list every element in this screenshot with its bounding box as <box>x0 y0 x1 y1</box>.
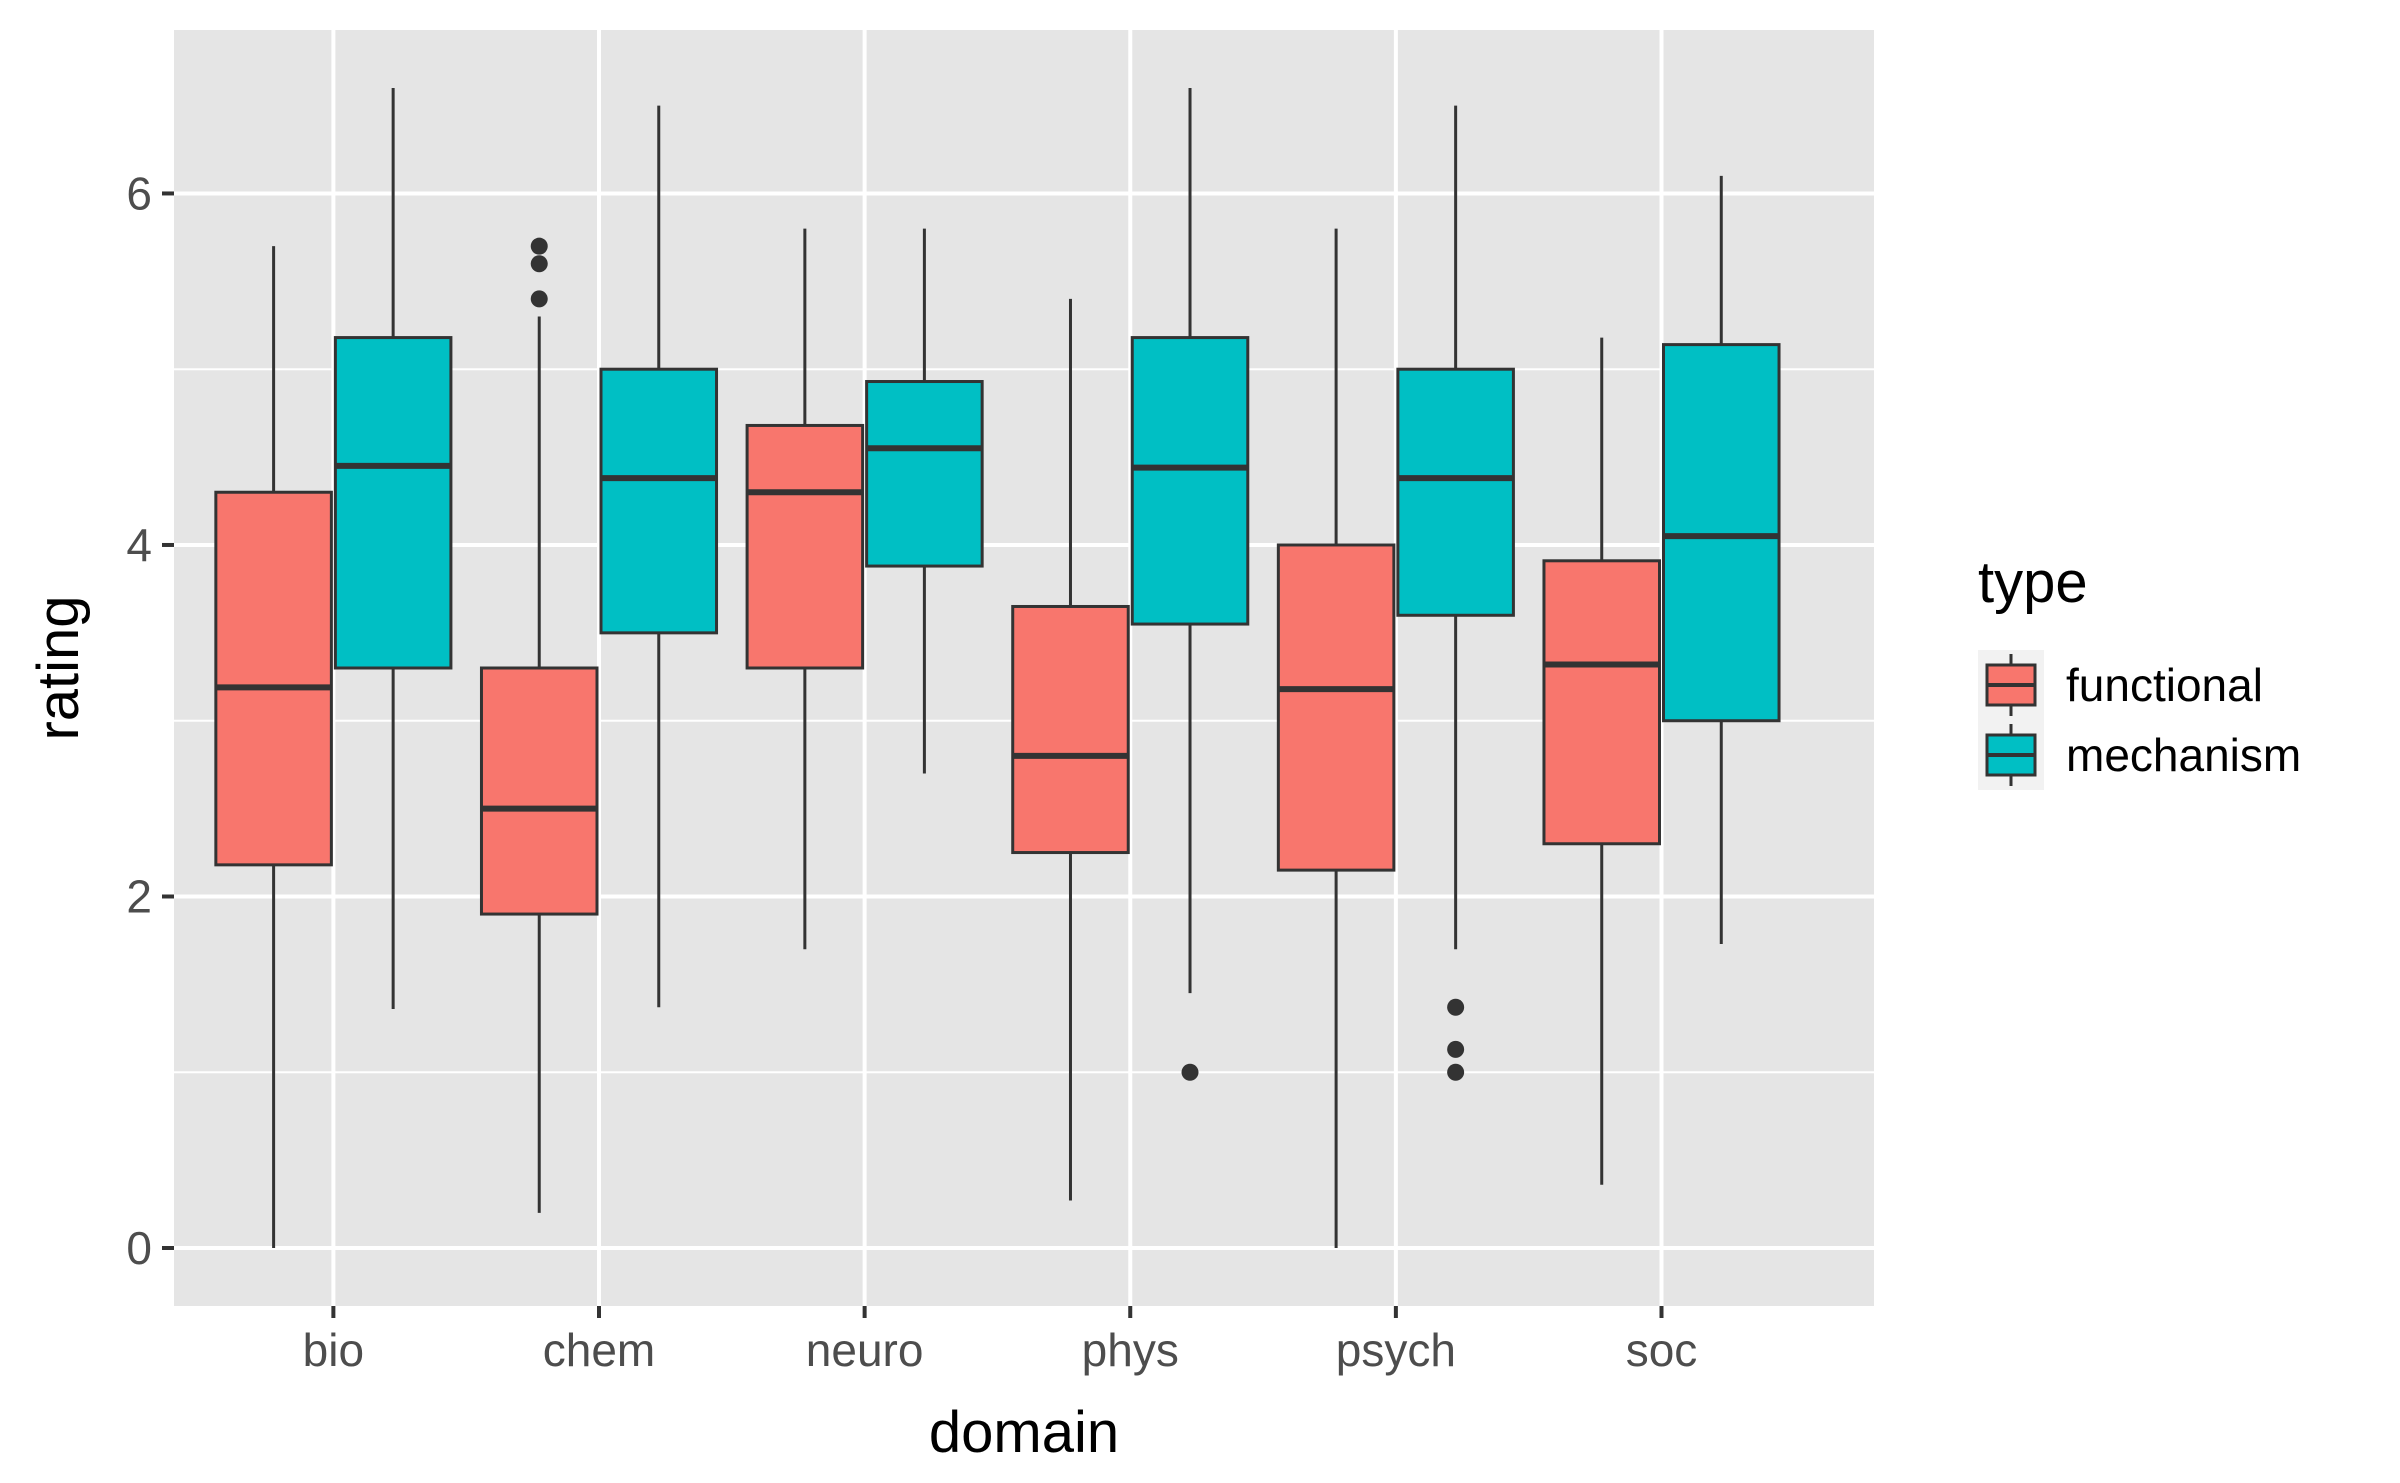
box-functional-psych <box>1276 228 1396 1248</box>
x-tick-label: phys <box>1082 1324 1179 1376</box>
box-iqr <box>479 666 599 916</box>
legend-item-mechanism: mechanism <box>1978 720 2301 790</box>
x-tick-label: neuro <box>806 1324 924 1376</box>
x-tick-label: chem <box>543 1324 655 1376</box>
x-axis-title: domain <box>929 1400 1119 1465</box>
box-iqr <box>599 367 719 635</box>
y-tick-label: 4 <box>126 519 152 571</box>
outlier-point <box>1181 1063 1199 1081</box>
outlier-point <box>530 290 548 308</box>
box-mechanism-bio <box>333 88 453 1009</box>
box-iqr <box>745 423 865 670</box>
legend-label: functional <box>2066 659 2263 711</box>
box-series <box>214 88 1781 1248</box>
legend-item-functional: functional <box>1978 650 2263 720</box>
legend-label: mechanism <box>2066 729 2301 781</box>
box-iqr <box>1011 604 1130 855</box>
box-mechanism-neuro <box>865 228 984 774</box>
x-tick-label: bio <box>303 1324 364 1376</box>
box-iqr <box>1130 336 1250 626</box>
box-iqr <box>1396 367 1515 617</box>
box-mechanism-soc <box>1662 175 1781 944</box>
outlier-point <box>530 255 548 273</box>
y-tick-label: 0 <box>126 1222 152 1274</box>
box-functional-neuro <box>745 228 865 950</box>
box-iqr <box>1276 543 1396 872</box>
box-mechanism-phys <box>1130 88 1250 1081</box>
box-functional-soc <box>1542 337 1661 1185</box>
box-iqr <box>333 336 453 670</box>
y-axis: 0 2 4 6 <box>126 167 174 1274</box>
box-iqr <box>1662 343 1781 723</box>
outlier-point <box>1447 1040 1465 1058</box>
y-tick-label: 6 <box>126 167 152 219</box>
x-tick-label: soc <box>1626 1324 1698 1376</box>
outlier-point <box>1447 1063 1465 1081</box>
box-functional-chem <box>479 237 599 1213</box>
box-functional-bio <box>214 246 333 1248</box>
x-tick-label: psych <box>1336 1324 1456 1376</box>
x-axis: bio chem neuro phys psych soc <box>303 1306 1698 1376</box>
box-iqr <box>865 380 984 568</box>
y-tick-label: 2 <box>126 870 152 922</box>
box-functional-phys <box>1011 298 1130 1201</box>
major-gridlines <box>174 30 1874 1306</box>
outlier-point <box>530 237 548 255</box>
outlier-point <box>1447 998 1465 1016</box>
box-mechanism-chem <box>599 105 719 1008</box>
box-iqr <box>1542 559 1661 846</box>
y-axis-title: rating <box>26 595 91 740</box>
legend: type functional mechanism <box>1978 550 2301 790</box>
box-iqr <box>214 490 333 867</box>
legend-title: type <box>1978 550 2088 615</box>
box-mechanism-psych <box>1396 105 1515 1081</box>
